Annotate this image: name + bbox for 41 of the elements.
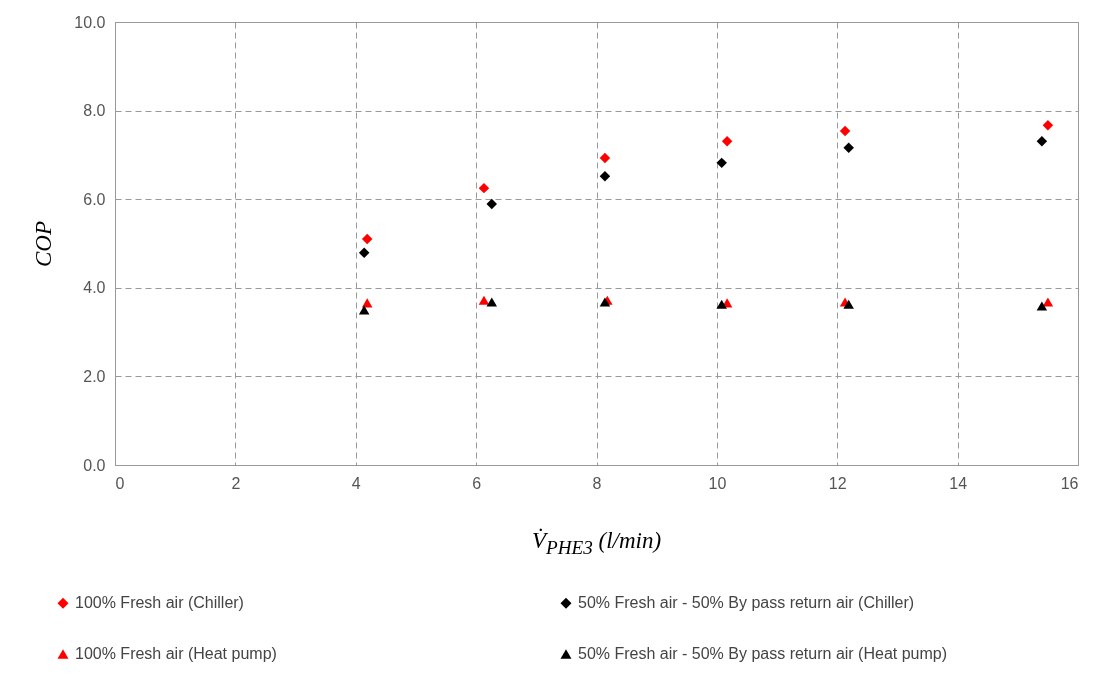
point — [843, 142, 854, 154]
point — [721, 135, 733, 147]
x-tick-label: 4 — [351, 474, 361, 492]
legend-label: 50% Fresh air - 50% By pass return air (Heat pump) — [578, 645, 948, 662]
point — [1042, 119, 1054, 131]
legend-label: 100% Fresh air (Heat pump) — [75, 645, 277, 662]
point — [361, 298, 373, 308]
y-tick-label: 6.0 — [83, 190, 106, 208]
point — [839, 125, 851, 137]
point — [1036, 135, 1048, 147]
point — [716, 157, 727, 169]
x-tick-label: 14 — [949, 474, 968, 492]
point — [1042, 297, 1054, 307]
legend-label: 50% Fresh air - 50% By pass return air (Chiller) — [578, 594, 915, 612]
point — [843, 299, 854, 309]
point — [478, 182, 490, 194]
y-tick-label: 4.0 — [83, 279, 106, 297]
point — [358, 247, 370, 259]
x-tick-label: 8 — [592, 474, 602, 492]
x-tick-label: 2 — [231, 474, 241, 492]
point — [361, 233, 373, 245]
point — [486, 297, 498, 307]
point — [716, 299, 727, 309]
x-tick-label: 10 — [708, 474, 727, 492]
legend-label: 100% Fresh air (Chiller) — [75, 594, 244, 612]
y-axis-title: COP — [31, 221, 57, 267]
y-tick-label: 2.0 — [83, 367, 106, 385]
y-tick-label: 10.0 — [74, 13, 106, 31]
y-tick-label: 0.0 — [83, 456, 106, 474]
x-tick-label: 16 — [1060, 474, 1079, 492]
point — [599, 170, 611, 182]
y-tick-label: 8.0 — [83, 102, 106, 120]
point — [486, 198, 498, 210]
point — [358, 305, 370, 315]
point — [478, 295, 490, 305]
x-tick-label: 12 — [828, 474, 847, 492]
x-axis-title: V̇$_{PHE3}$ (l/min) — [530, 528, 663, 559]
point — [599, 152, 611, 164]
x-tick-label: 0 — [115, 474, 125, 492]
x-tick-label: 6 — [472, 474, 482, 492]
point — [1036, 301, 1048, 311]
